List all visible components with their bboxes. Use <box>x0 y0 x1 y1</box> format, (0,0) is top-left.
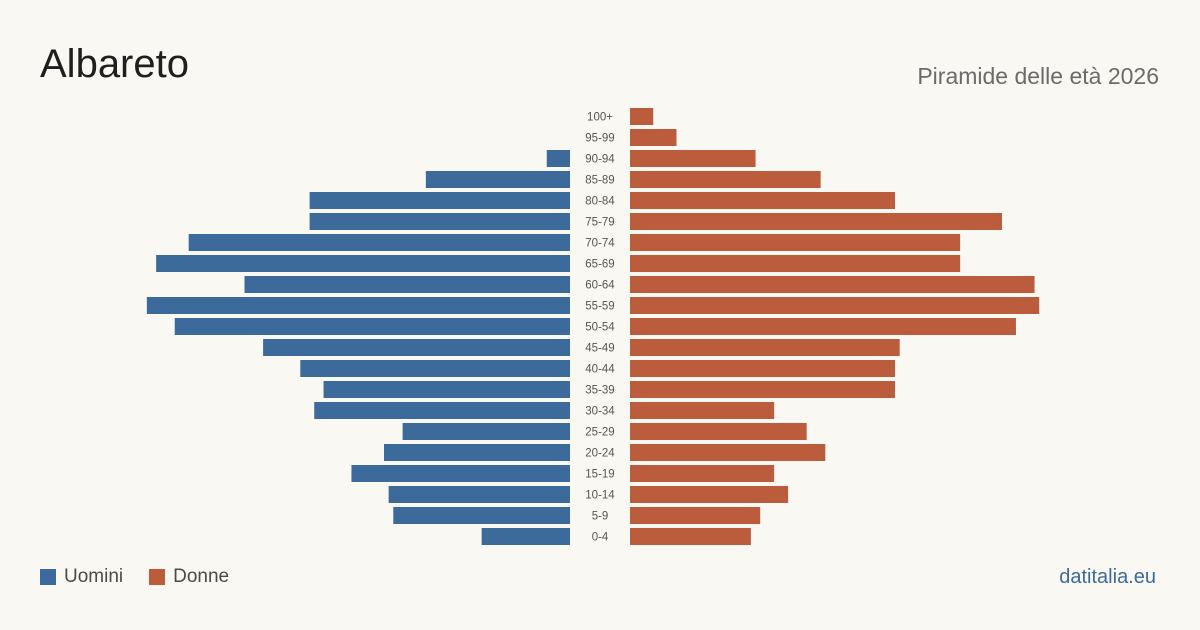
tick-label-40-44: 40-44 <box>585 364 615 376</box>
bar-men-60-64 <box>244 276 570 293</box>
tick-label-15-19: 15-19 <box>585 469 614 481</box>
bar-women-15-19 <box>630 465 775 482</box>
bar-men-50-54 <box>174 318 570 335</box>
tick-label-30-34: 30-34 <box>585 406 615 418</box>
bar-men-5-9 <box>393 507 570 524</box>
bar-women-80-84 <box>630 192 896 209</box>
bar-men-90-94 <box>546 150 570 167</box>
bar-women-35-39 <box>630 381 896 398</box>
bar-women-45-49 <box>630 339 900 356</box>
legend-label-women: Donne <box>173 566 230 587</box>
bar-women-55-59 <box>630 297 1040 314</box>
tick-label-35-39: 35-39 <box>585 385 614 397</box>
bar-women-50-54 <box>630 318 1016 335</box>
bar-women-100+ <box>630 108 654 125</box>
chart-title: Albareto <box>40 42 189 86</box>
bar-men-85-89 <box>425 171 570 188</box>
bar-men-65-69 <box>156 255 570 272</box>
bar-women-40-44 <box>630 360 896 377</box>
tick-label-50-54: 50-54 <box>585 322 615 334</box>
bar-men-35-39 <box>323 381 570 398</box>
legend-label-men: Uomini <box>64 566 124 587</box>
tick-label-45-49: 45-49 <box>585 343 614 355</box>
bar-women-65-69 <box>630 255 961 272</box>
brand-link[interactable]: datitalia.eu <box>1059 566 1156 588</box>
bar-men-0-4 <box>481 528 570 545</box>
tick-label-100+: 100+ <box>587 112 613 124</box>
legend-item-women: Donne <box>149 566 229 588</box>
tick-label-70-74: 70-74 <box>585 238 615 250</box>
bar-women-5-9 <box>630 507 761 524</box>
tick-label-90-94: 90-94 <box>585 154 615 166</box>
bar-women-85-89 <box>630 171 821 188</box>
bar-men-15-19 <box>351 465 570 482</box>
bar-men-70-74 <box>188 234 570 251</box>
tick-label-0-4: 0-4 <box>592 532 609 544</box>
tick-label-95-99: 95-99 <box>585 133 614 145</box>
bar-men-25-29 <box>402 423 570 440</box>
bar-women-75-79 <box>630 213 1002 230</box>
bar-men-40-44 <box>300 360 570 377</box>
bar-women-25-29 <box>630 423 807 440</box>
tick-label-5-9: 5-9 <box>592 511 609 523</box>
tick-label-20-24: 20-24 <box>585 448 615 460</box>
bar-women-60-64 <box>630 276 1035 293</box>
bar-men-75-79 <box>309 213 570 230</box>
bar-women-30-34 <box>630 402 775 419</box>
bar-women-95-99 <box>630 129 677 146</box>
tick-label-55-59: 55-59 <box>585 301 614 313</box>
legend: Uomini Donne <box>40 566 229 588</box>
bar-men-20-24 <box>384 444 570 461</box>
tick-label-25-29: 25-29 <box>585 427 614 439</box>
bar-women-10-14 <box>630 486 789 503</box>
legend-swatch-women <box>149 569 166 585</box>
bar-men-45-49 <box>263 339 570 356</box>
tick-label-85-89: 85-89 <box>585 175 614 187</box>
bar-women-20-24 <box>630 444 826 461</box>
chart-subtitle: Piramide delle età 2026 <box>917 63 1159 89</box>
bar-men-10-14 <box>388 486 570 503</box>
bar-women-0-4 <box>630 528 751 545</box>
bar-women-90-94 <box>630 150 756 167</box>
tick-label-75-79: 75-79 <box>585 217 614 229</box>
tick-label-80-84: 80-84 <box>585 196 615 208</box>
bar-men-30-34 <box>314 402 570 419</box>
tick-label-65-69: 65-69 <box>585 259 614 271</box>
bar-women-70-74 <box>630 234 961 251</box>
legend-item-men: Uomini <box>40 566 123 588</box>
bar-men-80-84 <box>309 192 570 209</box>
bar-men-55-59 <box>146 297 570 314</box>
tick-label-10-14: 10-14 <box>585 490 615 502</box>
tick-label-60-64: 60-64 <box>585 280 615 292</box>
legend-swatch-men <box>40 569 56 585</box>
